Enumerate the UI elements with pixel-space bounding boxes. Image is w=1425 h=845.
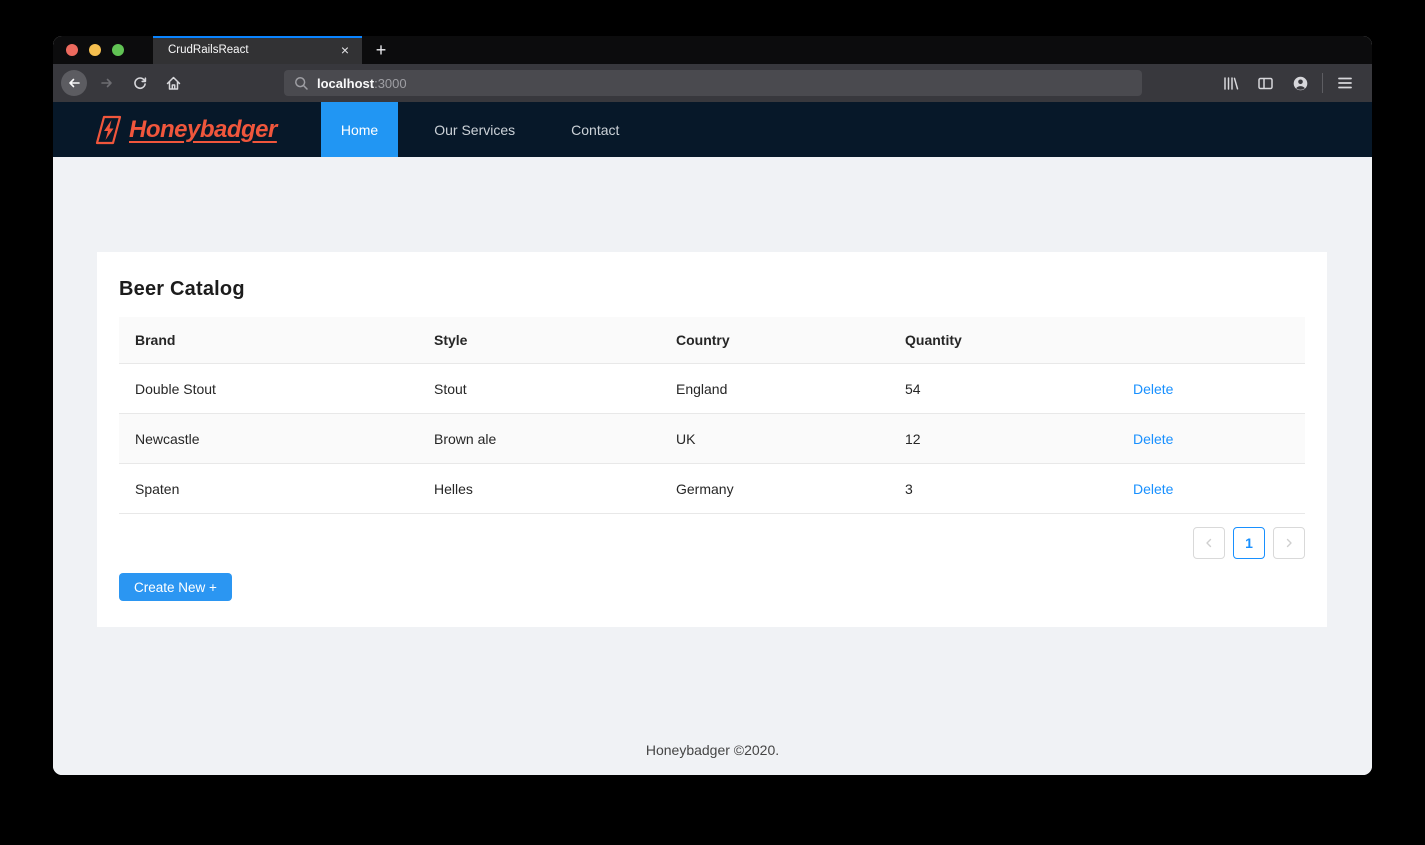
- chevron-left-icon: [1206, 538, 1212, 548]
- chevron-right-icon: [1286, 538, 1292, 548]
- lightning-bolt-icon: [95, 115, 122, 144]
- table-header-row: Brand Style Country Quantity: [119, 317, 1305, 364]
- next-page-button[interactable]: [1273, 527, 1305, 559]
- reload-button[interactable]: [127, 70, 153, 96]
- browser-tab-strip: CrudRailsReact × +: [53, 36, 1372, 64]
- create-new-button[interactable]: Create New +: [119, 573, 232, 601]
- close-tab-icon[interactable]: ×: [340, 42, 349, 58]
- forward-button[interactable]: [94, 70, 120, 96]
- nav-item-our-services[interactable]: Our Services: [434, 121, 516, 138]
- menu-button[interactable]: [1332, 70, 1358, 96]
- forward-icon: [101, 78, 112, 88]
- delete-link[interactable]: Delete: [1133, 430, 1174, 447]
- pagination: 1: [119, 527, 1305, 559]
- url-host: localhost: [317, 75, 375, 91]
- table-row: Spaten Helles Germany 3 Delete: [119, 464, 1305, 514]
- account-icon: [1293, 76, 1307, 90]
- beer-table: Brand Style Country Quantity Double Stou…: [119, 317, 1305, 514]
- cell-brand: Double Stout: [135, 380, 216, 397]
- column-header-country: Country: [676, 332, 730, 348]
- account-button[interactable]: [1287, 70, 1313, 96]
- delete-link[interactable]: Delete: [1133, 380, 1174, 397]
- cell-style: Stout: [434, 380, 467, 397]
- tab-spacer: [140, 36, 153, 64]
- column-header-brand: Brand: [135, 332, 176, 348]
- browser-toolbar: localhost:3000: [53, 64, 1372, 102]
- cell-country: UK: [676, 430, 696, 447]
- home-icon: [166, 76, 180, 90]
- cell-style: Brown ale: [434, 430, 497, 447]
- site-navbar: Honeybadger Home Our Services Contact: [53, 102, 1372, 157]
- cell-quantity: 3: [905, 480, 913, 497]
- browser-window: CrudRailsReact × + localhost:3000: [53, 36, 1372, 775]
- cell-brand: Newcastle: [135, 430, 200, 447]
- column-header-quantity: Quantity: [905, 332, 962, 348]
- sidebar-icon: [1257, 77, 1273, 89]
- delete-link[interactable]: Delete: [1133, 480, 1174, 497]
- window-close-button[interactable]: [66, 44, 78, 56]
- toolbar-right-group: [1217, 70, 1358, 96]
- library-button[interactable]: [1217, 70, 1243, 96]
- nav-item-home[interactable]: Home: [320, 102, 399, 157]
- reload-icon: [134, 77, 147, 90]
- brand-logo[interactable]: Honeybadger: [95, 102, 277, 157]
- cell-brand: Spaten: [135, 480, 180, 497]
- prev-page-button[interactable]: [1193, 527, 1225, 559]
- sidebar-toggle-button[interactable]: [1252, 70, 1278, 96]
- page-content: Beer Catalog Brand Style Country Quantit…: [53, 157, 1372, 775]
- table-row: Double Stout Stout England 54 Delete: [119, 364, 1305, 414]
- back-button[interactable]: [61, 70, 87, 96]
- window-zoom-button[interactable]: [112, 44, 124, 56]
- home-button[interactable]: [160, 70, 186, 96]
- brand-name: Honeybadger: [129, 115, 277, 143]
- cell-quantity: 54: [905, 380, 921, 397]
- browser-tab-active[interactable]: CrudRailsReact ×: [153, 36, 362, 64]
- beer-catalog-card: Beer Catalog Brand Style Country Quantit…: [97, 252, 1327, 627]
- library-icon: [1223, 76, 1238, 90]
- url-bar[interactable]: localhost:3000: [284, 70, 1142, 96]
- page-footer: Honeybadger ©2020.: [645, 742, 780, 758]
- toolbar-separator: [1322, 73, 1323, 93]
- table-row: Newcastle Brown ale UK 12 Delete: [119, 414, 1305, 464]
- nav-item-contact[interactable]: Contact: [571, 121, 620, 138]
- column-header-style: Style: [434, 332, 468, 348]
- nav-links: Home Our Services Contact: [320, 102, 640, 157]
- window-controls: [53, 36, 140, 64]
- cell-style: Helles: [434, 480, 473, 497]
- window-minimize-button[interactable]: [89, 44, 101, 56]
- new-tab-button[interactable]: +: [362, 36, 400, 64]
- tab-title: CrudRailsReact: [168, 44, 249, 56]
- cell-country: England: [676, 380, 728, 397]
- url-port: :3000: [374, 75, 407, 91]
- page-title: Beer Catalog: [119, 278, 245, 300]
- back-icon: [69, 78, 80, 88]
- cell-quantity: 12: [905, 430, 921, 447]
- menu-icon: [1338, 77, 1352, 89]
- plus-icon: +: [375, 39, 387, 60]
- search-icon: [295, 76, 308, 90]
- page-number-button[interactable]: 1: [1233, 527, 1265, 559]
- cell-country: Germany: [676, 480, 734, 497]
- url-text: localhost:3000: [317, 76, 407, 91]
